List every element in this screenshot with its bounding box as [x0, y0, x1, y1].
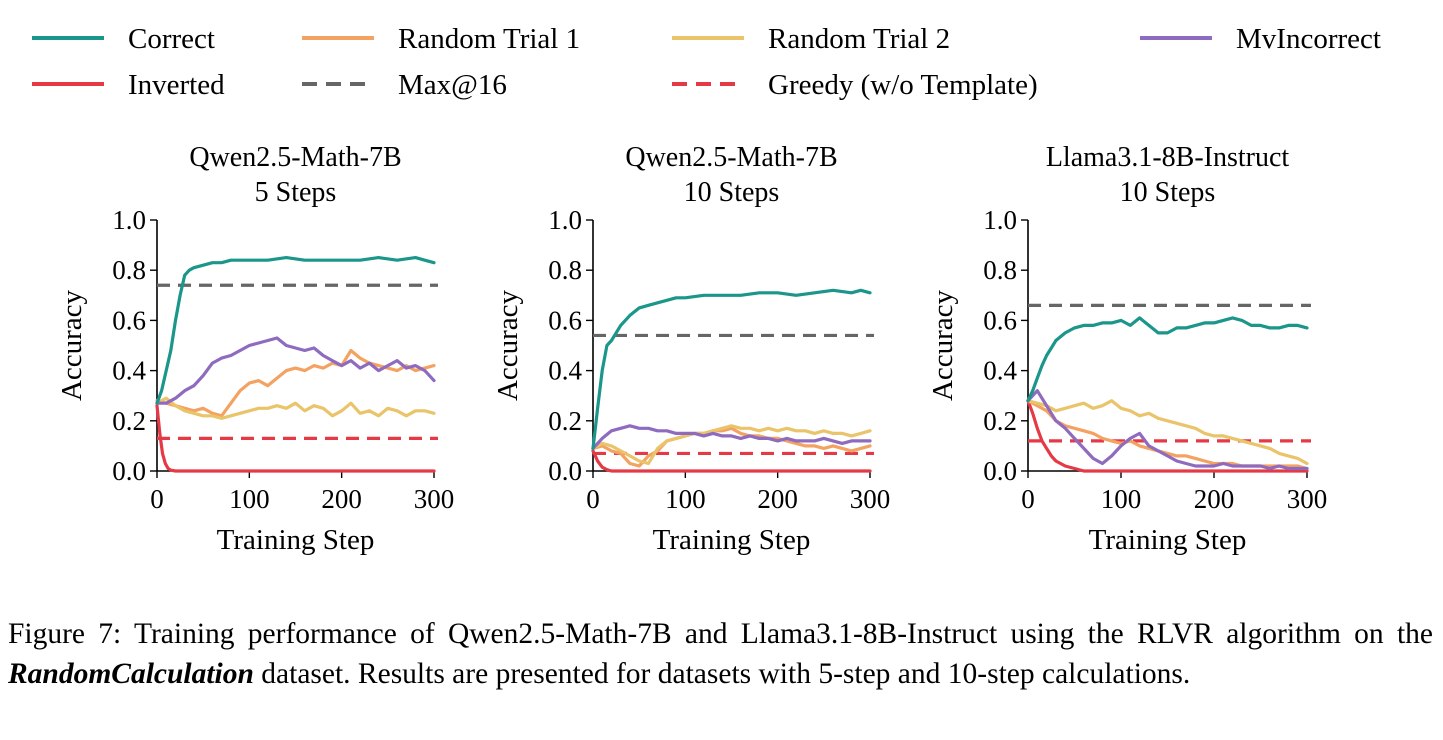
series-line-mvincorrect — [155, 336, 436, 405]
y-axis-label: Accuracy — [927, 289, 959, 401]
y-tick-label: 0.0 — [112, 456, 146, 486]
y-tick-label: 0.2 — [112, 406, 146, 436]
y-tick-label: 1.0 — [112, 205, 146, 235]
series-line-correct — [155, 256, 436, 405]
y-tick-label: 0.8 — [983, 255, 1017, 285]
x-tick-label: 100 — [229, 484, 270, 514]
series-line-random1 — [155, 348, 436, 418]
chart-title-line2: 10 Steps — [684, 177, 780, 208]
y-tick-label: 1.0 — [548, 205, 582, 235]
x-tick-label: 0 — [586, 484, 600, 514]
x-tick-label: 200 — [757, 484, 798, 514]
y-tick-label: 0.4 — [983, 356, 1017, 386]
chart-title-line1: Qwen2.5-Math-7B — [625, 142, 837, 173]
x-tick-label: 0 — [1021, 484, 1035, 514]
series-line-inverted — [1026, 399, 1309, 473]
legend-label-greedy: Greedy (w/o Template) — [768, 69, 1038, 101]
y-tick-label: 0.4 — [548, 356, 582, 386]
chart-panel-3: Llama3.1-8B-Instruct 10 Steps 0.0 0.2 0.4 0.6… — [927, 142, 1327, 556]
x-axis-label: Training Step — [1089, 524, 1247, 556]
y-tick-label: 0.0 — [983, 456, 1017, 486]
legend-item-random1: Random Trial 1 — [302, 23, 580, 55]
chart-title-line2: 10 Steps — [1120, 177, 1216, 208]
y-tick-label: 0.6 — [112, 305, 146, 335]
y-tick-label: 0.6 — [983, 305, 1017, 335]
legend-item-correct: Correct — [32, 23, 215, 55]
legend-label-mvincorrect: MvIncorrect — [1236, 23, 1381, 55]
chart-panel-1: Qwen2.5-Math-7B 5 Steps 0.0 0.2 0.4 0.6 0.8 1.0… — [56, 142, 454, 556]
y-tick-label: 0.8 — [548, 255, 582, 285]
caption-prefix: Figure 7: Training performance of Qwen2.… — [8, 618, 1433, 650]
chart-title-line2: 5 Steps — [255, 177, 337, 208]
legend-label-inverted: Inverted — [128, 69, 225, 101]
x-tick-label: 0 — [150, 484, 164, 514]
legend-item-inverted: Inverted — [32, 69, 225, 101]
y-tick-label: 0.6 — [548, 305, 582, 335]
legend-label-random2: Random Trial 2 — [768, 23, 950, 55]
caption-suffix: dataset. Results are presented for datas… — [253, 658, 1191, 690]
y-tick-label: 0.4 — [112, 356, 146, 386]
chart-panels: Qwen2.5-Math-7B 5 Steps 0.0 0.2 0.4 0.6 0.8 1.0… — [56, 142, 1327, 556]
series-line-random2 — [591, 424, 872, 466]
figure: Correct Random Trial 1 Random Trial 2 MvInc… — [32, 23, 1381, 556]
legend-item-random2: Random Trial 2 — [672, 23, 950, 55]
y-tick-label: 0.2 — [548, 406, 582, 436]
x-tick-label: 100 — [1101, 484, 1142, 514]
series-line-random2 — [155, 396, 436, 420]
series-line-inverted — [591, 449, 872, 473]
x-tick-label: 100 — [665, 484, 706, 514]
y-axis-label: Accuracy — [56, 289, 88, 401]
legend-item-mvincorrect: MvIncorrect — [1140, 23, 1381, 55]
y-tick-label: 1.0 — [983, 205, 1017, 235]
x-tick-label: 200 — [321, 484, 362, 514]
series-line-correct — [1026, 316, 1309, 403]
x-axis-label: Training Step — [653, 524, 811, 556]
y-tick-label: 0.0 — [548, 456, 582, 486]
chart-title-line1: Llama3.1-8B-Instruct — [1046, 142, 1290, 173]
y-axis-label: Accuracy — [492, 289, 524, 401]
legend-item-greedy: Greedy (w/o Template) — [672, 69, 1038, 101]
series-line-inverted — [155, 404, 436, 473]
series-line-random1 — [591, 426, 872, 468]
x-tick-label: 300 — [414, 484, 455, 514]
figure-caption: Figure 7: Training performance of Qwen2.… — [8, 614, 1433, 694]
y-tick-label: 0.8 — [112, 255, 146, 285]
legend-label-max16: Max@16 — [398, 69, 507, 101]
series-line-correct — [591, 288, 872, 450]
x-tick-label: 200 — [1194, 484, 1235, 514]
series-line-random2 — [1026, 399, 1309, 466]
series-line-mvincorrect — [591, 424, 872, 450]
series-line-mvincorrect — [1026, 389, 1309, 471]
legend: Correct Random Trial 1 Random Trial 2 MvInc… — [32, 23, 1381, 101]
x-tick-label: 300 — [850, 484, 891, 514]
legend-label-random1: Random Trial 1 — [398, 23, 580, 55]
chart-panel-2: Qwen2.5-Math-7B 10 Steps 0.0 0.2 0.4 0.6 0.8 1.… — [492, 142, 890, 556]
caption-emphasis: RandomCalculation — [8, 658, 254, 690]
x-tick-label: 300 — [1287, 484, 1328, 514]
y-tick-label: 0.2 — [983, 406, 1017, 436]
legend-label-correct: Correct — [128, 23, 215, 55]
legend-item-max16: Max@16 — [302, 69, 507, 101]
x-axis-label: Training Step — [217, 524, 375, 556]
chart-title-line1: Qwen2.5-Math-7B — [189, 142, 401, 173]
